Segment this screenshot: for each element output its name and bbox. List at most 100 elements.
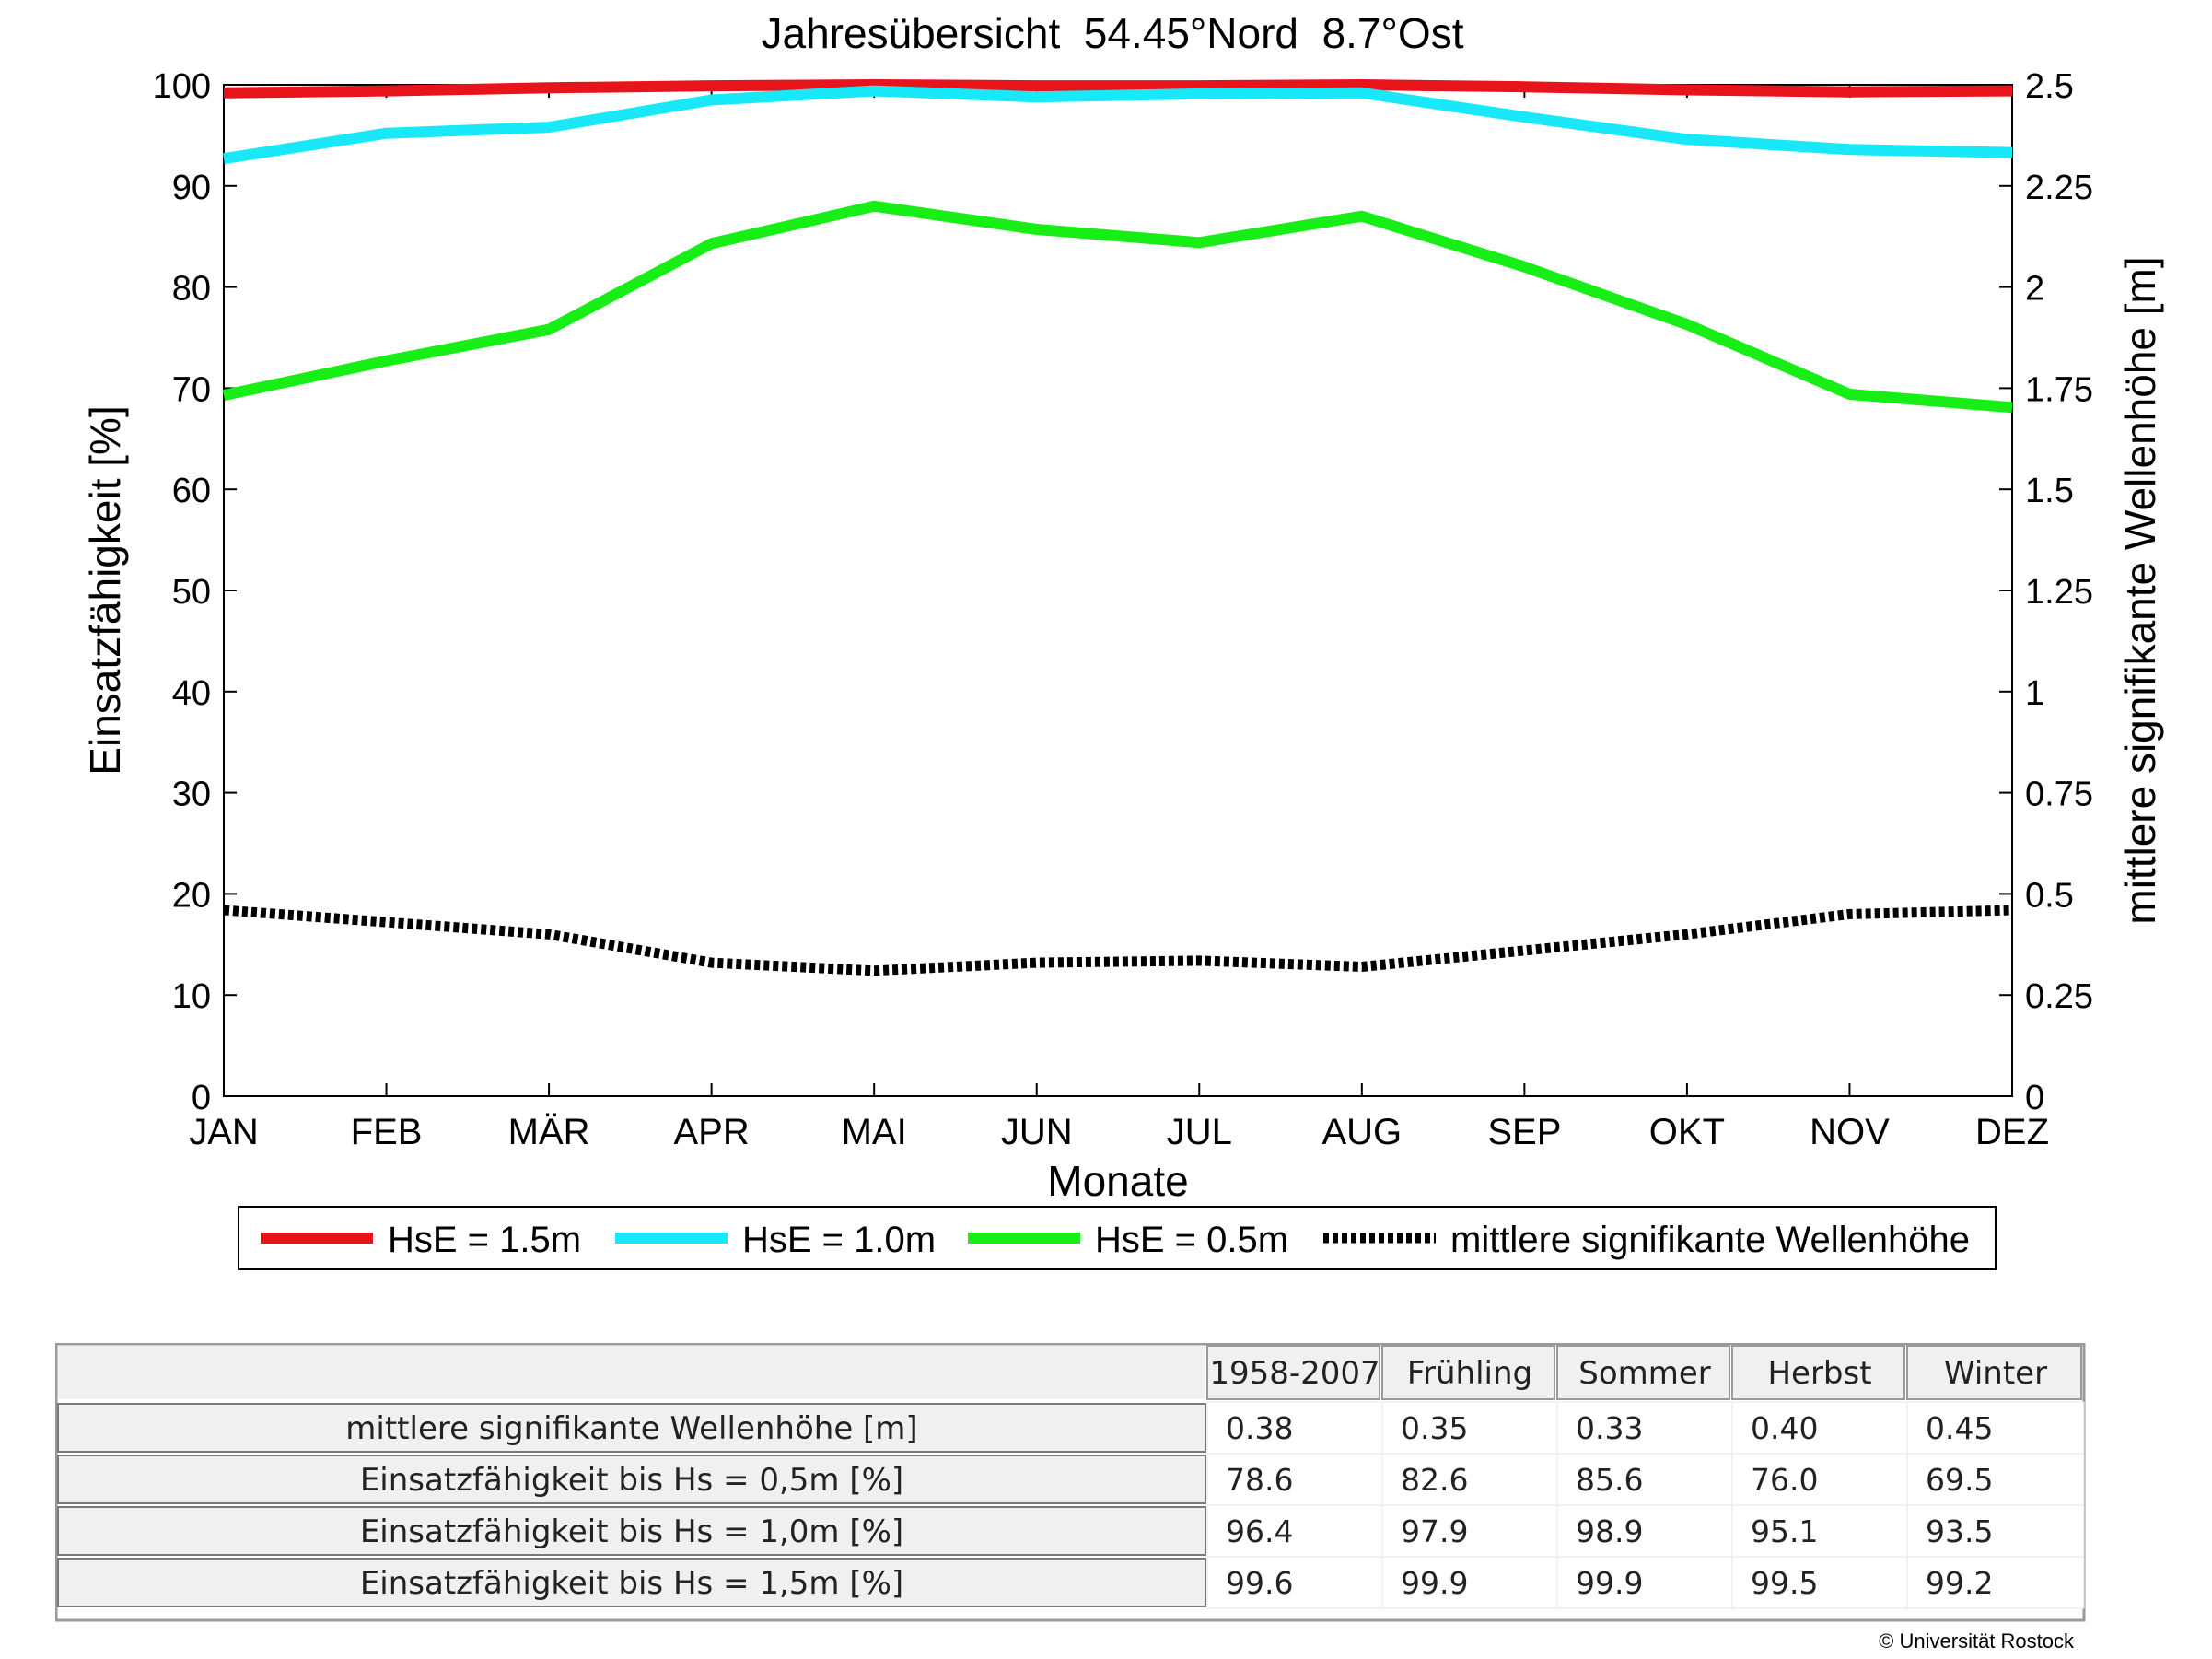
table-cell-value: 0.45 <box>1926 1410 1993 1446</box>
series-lines <box>222 79 2013 976</box>
annual-overview-chart: Jahresübersicht 54.45°Nord 8.7°Ost 01020… <box>81 9 2164 1270</box>
left-tick-label: 30 <box>172 776 211 814</box>
left-tick-label: 70 <box>172 370 211 409</box>
row-label: Einsatzfähigkeit bis Hs = 0,5m [%] <box>360 1462 903 1499</box>
header-corner-cell <box>58 1346 1205 1399</box>
x-tick-label: OKT <box>1649 1112 1725 1152</box>
table-cell-value: 99.5 <box>1751 1565 1818 1601</box>
row-label: Einsatzfähigkeit bis Hs = 1,0m [%] <box>360 1513 903 1550</box>
left-axis-ticks: 0 10 20 30 40 50 60 70 80 90 100 <box>153 67 237 1117</box>
table-cell <box>1731 1401 1908 1455</box>
table-header-cell <box>1556 1345 1730 1400</box>
right-tick-label: 0 <box>2025 1079 2044 1117</box>
table-header-label: Frühling <box>1407 1355 1532 1392</box>
table-cell-value: 99.9 <box>1401 1565 1468 1601</box>
table-cell <box>1731 1556 1908 1609</box>
table-cell <box>1731 1504 1908 1558</box>
table-cell-value: 96.4 <box>1226 1513 1293 1549</box>
legend-label-0: HsE = 1.5m <box>388 1220 581 1260</box>
table-cell-value: 82.6 <box>1401 1462 1468 1498</box>
legend: HsE = 1.5m HsE = 1.0m HsE = 0.5m mittlere s… <box>238 1206 1997 1270</box>
left-tick-label: 50 <box>172 573 211 612</box>
table-header-cell <box>1906 1345 2082 1400</box>
left-tick-label: 20 <box>172 876 211 915</box>
table-cell <box>1906 1401 2085 1455</box>
legend-box <box>238 1206 1997 1270</box>
x-axis-label: Monate <box>1047 1157 1188 1205</box>
table-cell-value: 0.40 <box>1751 1410 1818 1446</box>
legend-items: HsE = 1.5m HsE = 1.0m HsE = 0.5m mittlere s… <box>261 1220 1970 1260</box>
table-cell <box>1206 1453 1383 1506</box>
table-header-cell <box>1381 1345 1555 1400</box>
row-header-cell <box>57 1558 1206 1607</box>
table-cell <box>1556 1401 1733 1455</box>
right-tick-label: 1.5 <box>2025 472 2074 510</box>
y2-axis-label: mittlere signifikante Wellenhöhe [m] <box>2116 256 2164 924</box>
table-cell <box>1556 1556 1733 1609</box>
right-tick-label: 1 <box>2025 674 2044 713</box>
table-cell-value: 98.9 <box>1576 1513 1643 1549</box>
table-header-label: Sommer <box>1578 1355 1711 1392</box>
statistics-table-grid: 1958-2007 Frühling Sommer Herbst Winter mittl… <box>55 1343 2086 1622</box>
table-cell-value: 69.5 <box>1926 1462 1993 1498</box>
x-tick-label: NOV <box>1810 1112 1890 1152</box>
table-cell <box>1206 1504 1383 1558</box>
x-tick-label: SEP <box>1487 1112 1561 1152</box>
copyright-notice: © Universität Rostock <box>1879 1630 2074 1653</box>
x-axis-ticks: JAN FEB MÄR APR MAI JUN JUL AUG SEP OKT NOV DEZ <box>189 85 2049 1152</box>
series-line-2 <box>222 200 2013 414</box>
left-tick-label: 0 <box>192 1079 211 1117</box>
left-tick-label: 80 <box>172 270 211 309</box>
row-header-cell <box>57 1403 1206 1453</box>
right-tick-label: 1.25 <box>2025 573 2093 612</box>
right-axis-ticks: 0 0.25 0.5 0.75 1 1.25 1.5 1.75 2 2.25 2.5 <box>1999 67 2093 1117</box>
table-header-cell <box>1731 1345 1905 1400</box>
chart-title: Jahresübersicht 54.45°Nord 8.7°Ost <box>762 9 1464 57</box>
series-line-0 <box>223 79 2013 99</box>
table-cell-value: 99.2 <box>1926 1565 1993 1601</box>
row-label: mittlere signifikante Wellenhöhe [m] <box>345 1410 917 1447</box>
right-tick-label: 2.25 <box>2025 169 2093 207</box>
table-cell-value: 0.33 <box>1576 1410 1643 1446</box>
legend-label-3: mittlere signifikante Wellenhöhe <box>1450 1220 1970 1260</box>
x-tick-label: JUN <box>1001 1112 1073 1152</box>
table-cell <box>1906 1556 2085 1609</box>
right-tick-label: 2 <box>2025 270 2044 309</box>
table-cell <box>1206 1556 1383 1609</box>
right-tick-label: 2.5 <box>2025 67 2074 106</box>
x-tick-label: DEZ <box>1975 1112 2049 1152</box>
y-axis-label: Einsatzfähigkeit [%] <box>81 405 129 775</box>
table-cell <box>1381 1556 1558 1609</box>
table-cell <box>1206 1401 1383 1455</box>
statistics-table: 1958-2007 Frühling Sommer Herbst Winter mittl… <box>55 1343 2086 1622</box>
table-cell <box>1556 1453 1733 1506</box>
row-header-cell <box>57 1455 1206 1504</box>
series-line-1 <box>223 85 2013 165</box>
table-cell-value: 76.0 <box>1751 1462 1818 1498</box>
left-tick-label: 100 <box>153 67 211 106</box>
table-cell-value: 85.6 <box>1576 1462 1643 1498</box>
row-label: Einsatzfähigkeit bis Hs = 1,5m [%] <box>360 1565 903 1602</box>
x-tick-label: APR <box>674 1112 750 1152</box>
table-cell <box>1381 1504 1558 1558</box>
table-cell-value: 97.9 <box>1401 1513 1468 1549</box>
x-tick-label: AUG <box>1321 1112 1402 1152</box>
x-tick-label: MÄR <box>508 1112 590 1152</box>
table-header-cell <box>1206 1345 1380 1400</box>
table-cell-value: 0.35 <box>1401 1410 1468 1446</box>
table-header-label: Winter <box>1944 1355 2047 1392</box>
left-tick-label: 40 <box>172 674 211 713</box>
legend-label-1: HsE = 1.0m <box>742 1220 936 1260</box>
table-cell <box>1381 1453 1558 1506</box>
table-cell <box>1906 1453 2085 1506</box>
table-cell-value: 93.5 <box>1926 1513 1993 1549</box>
right-tick-label: 0.25 <box>2025 977 2093 1016</box>
row-header-cell <box>57 1506 1206 1556</box>
table-header-label: 1958-2007 <box>1209 1355 1380 1392</box>
legend-label-2: HsE = 0.5m <box>1095 1220 1288 1260</box>
x-tick-label: MAI <box>842 1112 907 1152</box>
table-cell-value: 99.6 <box>1226 1565 1293 1601</box>
left-tick-label: 10 <box>172 977 211 1016</box>
right-tick-label: 0.5 <box>2025 876 2074 915</box>
table-cell-value: 99.9 <box>1576 1565 1643 1601</box>
